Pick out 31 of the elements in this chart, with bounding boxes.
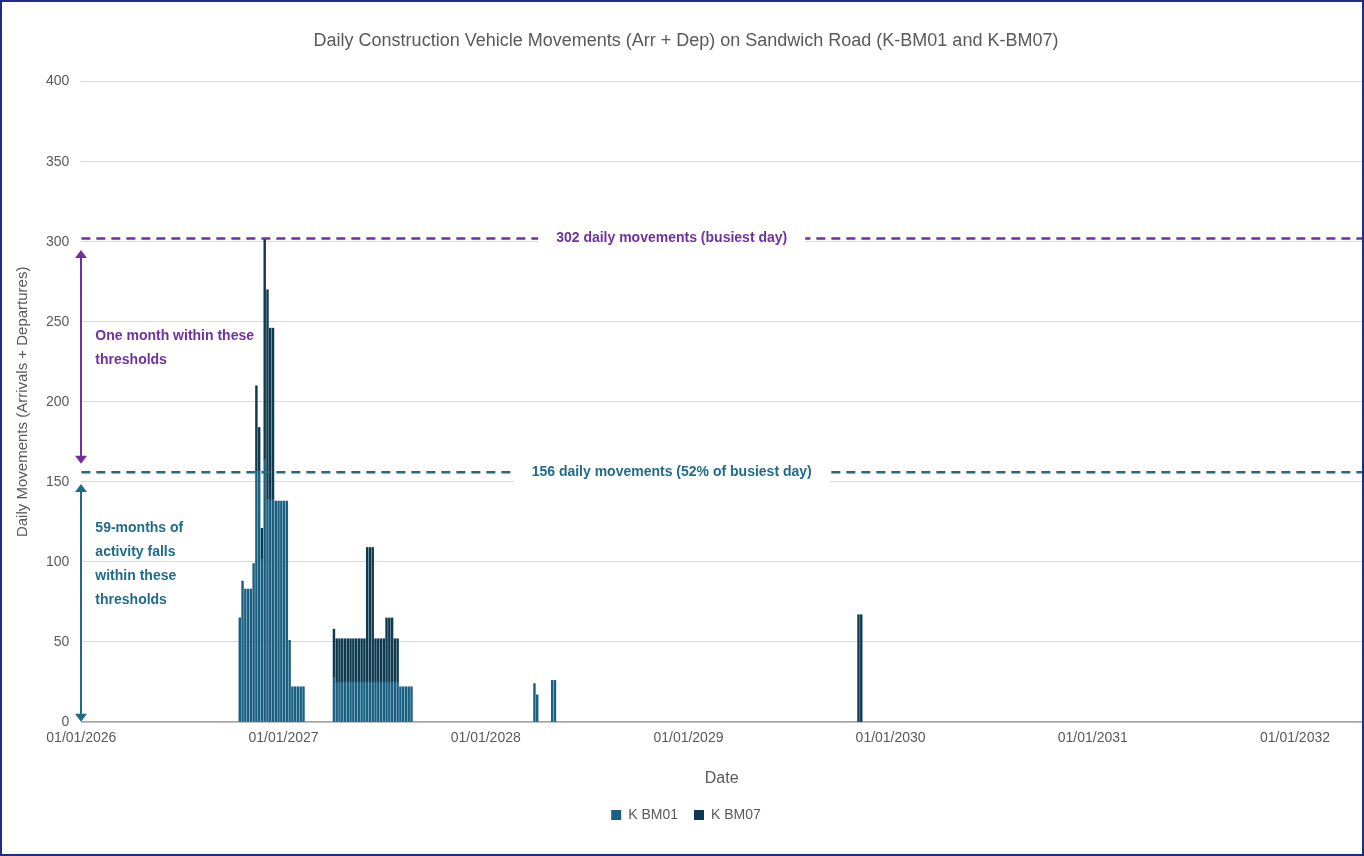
ref-line-label: 156 daily movements (52% of busiest day) [531, 463, 812, 480]
annotation: One month within these thresholds [95, 326, 255, 370]
y-tick-label: 250 [46, 312, 70, 329]
bar [302, 686, 305, 722]
y-tick-label: 50 [53, 632, 70, 649]
x-tick-label: 01/01/2029 [653, 729, 724, 746]
x-tick-label: 01/01/2027 [248, 729, 319, 746]
ref-line-label: 302 daily movements (busiest day) [556, 229, 788, 246]
y-tick-label: 150 [46, 472, 70, 489]
chart-title: Daily Construction Vehicle Movements (Arr + Dep) on Sandwich Road (K-BM01 and K-BM07) [313, 29, 1059, 50]
x-axis-title: Date [704, 768, 739, 786]
y-tick-label: 100 [46, 552, 70, 569]
bar [255, 385, 258, 471]
x-tick-label: 01/01/2028 [450, 729, 521, 746]
x-tick-label: 01/01/2031 [1057, 729, 1129, 746]
x-tick-label: 01/01/2026 [46, 729, 117, 746]
y-tick-label: 350 [46, 152, 70, 169]
y-tick-label: 300 [46, 232, 70, 249]
y-tick-label: 200 [46, 392, 70, 409]
x-tick-label: 01/01/2030 [855, 729, 926, 746]
annotation: 59-months of activity falls within these thresholds [95, 518, 185, 610]
bar [385, 617, 388, 683]
bar [533, 683, 536, 722]
legend-label: K BM01 [628, 805, 679, 822]
y-axis-title: Daily Movements (Arrivals + Departures) [13, 266, 31, 538]
bar [241, 580, 244, 722]
legend-label: K BM07 [711, 805, 762, 822]
y-tick-label: 0 [61, 712, 70, 729]
bar [335, 681, 338, 722]
x-tick-label: 01/01/2032 [1259, 729, 1331, 746]
y-tick-label: 400 [46, 72, 70, 89]
